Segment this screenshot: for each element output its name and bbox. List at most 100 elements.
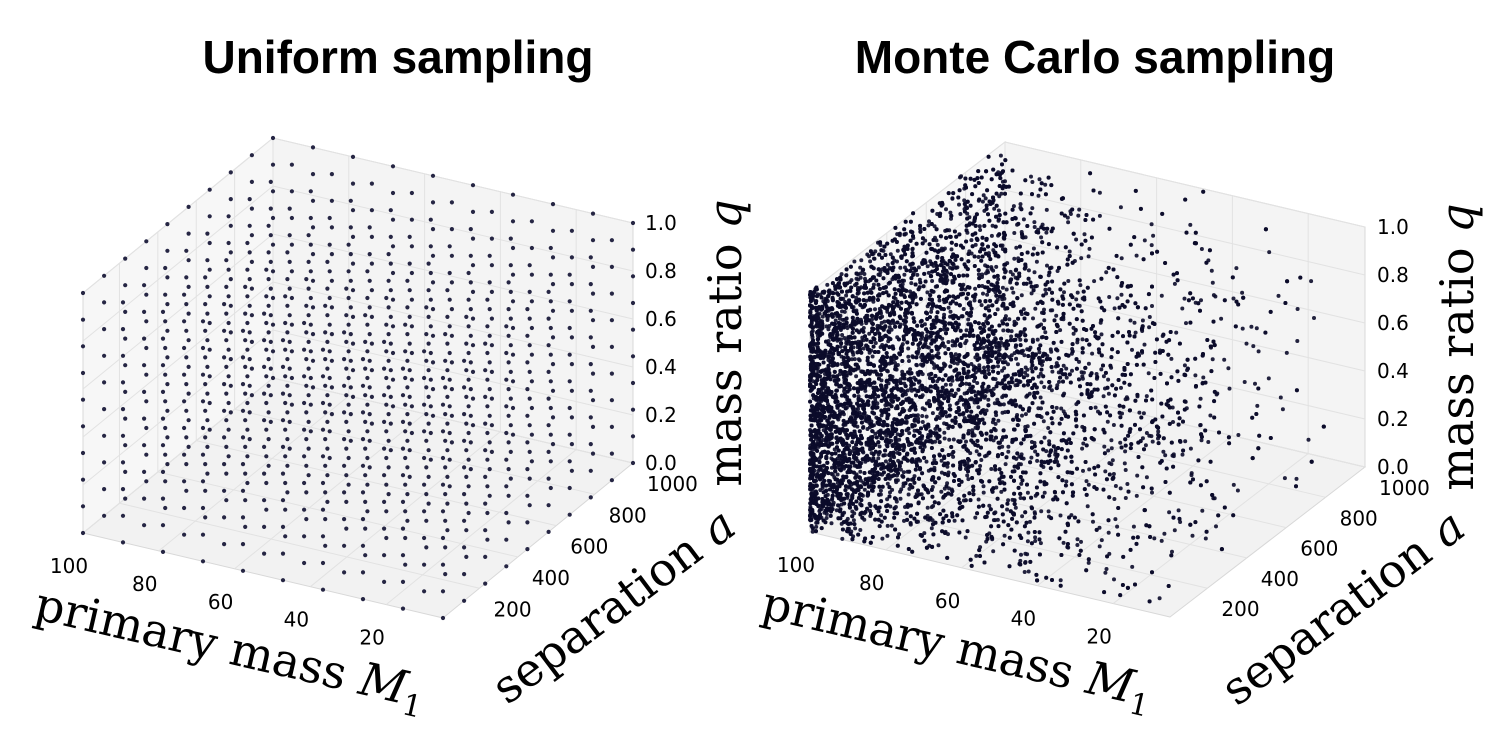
montecarlo-data-point: [859, 420, 864, 425]
uniform-data-point: [548, 245, 553, 251]
montecarlo-data-point: [958, 212, 963, 216]
montecarlo-data-point: [869, 419, 874, 424]
montecarlo-data-point: [1116, 506, 1121, 510]
uniform-data-point: [346, 375, 351, 381]
montecarlo-data-point: [1204, 529, 1209, 534]
montecarlo-data-point: [1280, 407, 1285, 412]
montecarlo-data-point: [916, 349, 921, 354]
montecarlo-data-point: [1055, 245, 1060, 250]
montecarlo-data-point: [1208, 344, 1213, 349]
uniform-data-point: [548, 299, 553, 304]
montecarlo-data-point: [927, 219, 931, 224]
montecarlo-data-point: [1222, 505, 1227, 510]
uniform-data-point: [289, 242, 294, 247]
uniform-data-point: [489, 316, 494, 321]
montecarlo-data-point: [948, 309, 953, 314]
montecarlo-data-point: [1135, 392, 1140, 397]
uniform-data-point: [329, 332, 334, 337]
montecarlo-data-point: [1097, 190, 1102, 195]
montecarlo-data-point: [984, 344, 989, 349]
uniform-data-point: [365, 482, 370, 487]
montecarlo-data-point: [1002, 275, 1007, 280]
uniform-data-point: [588, 362, 593, 367]
uniform-data-point: [306, 286, 311, 291]
montecarlo-data-point: [882, 244, 887, 249]
montecarlo-data-point: [1030, 180, 1035, 184]
montecarlo-data-point: [1212, 415, 1217, 420]
montecarlo-data-point: [1066, 220, 1071, 225]
montecarlo-data-point: [1222, 298, 1227, 303]
montecarlo-data-point: [882, 266, 887, 270]
montecarlo-data-point: [1211, 319, 1216, 324]
montecarlo-data-point: [871, 363, 876, 368]
montecarlo-data-point: [1063, 245, 1068, 250]
montecarlo-data-point: [944, 414, 949, 419]
montecarlo-data-point: [973, 184, 978, 189]
uniform-data-point: [548, 485, 553, 491]
uniform-data-point: [388, 421, 393, 426]
montecarlo-data-point: [1077, 303, 1082, 308]
uniform-data-point: [369, 314, 374, 319]
montecarlo-data-point: [929, 371, 934, 376]
montecarlo-data-point: [962, 202, 967, 206]
uniform-data-point: [550, 255, 556, 260]
montecarlo-data-point: [1035, 251, 1040, 256]
uniform-data-point: [487, 280, 492, 285]
uniform-data-point: [226, 374, 231, 379]
montecarlo-data-point: [1251, 344, 1256, 349]
montecarlo-data-point: [909, 447, 914, 452]
uniform-data-point: [567, 512, 572, 517]
montecarlo-data-point: [1045, 263, 1049, 268]
uniform-data-point: [428, 457, 433, 462]
montecarlo-data-point: [1182, 372, 1187, 377]
uniform-data-point: [350, 341, 356, 346]
montecarlo-data-point: [877, 252, 882, 257]
uniform-data-point: [367, 305, 372, 310]
montecarlo-data-point: [963, 176, 968, 181]
uniform-data-point: [350, 394, 356, 399]
montecarlo-data-point: [973, 286, 978, 291]
montecarlo-data-point: [909, 276, 914, 281]
uniform-data-point: [325, 473, 330, 478]
uniform-data-point: [365, 322, 370, 327]
montecarlo-data-point: [905, 437, 910, 441]
uniform-data-point: [270, 295, 276, 301]
montecarlo-data-point: [1198, 483, 1203, 488]
uniform-data-point: [405, 518, 410, 523]
uniform-data-point: [609, 318, 615, 323]
uniform-data-point: [525, 413, 530, 418]
montecarlo-data-point: [919, 318, 924, 323]
montecarlo-data-point: [1120, 281, 1125, 285]
montecarlo-data-point: [1190, 533, 1195, 538]
montecarlo-data-point: [1061, 540, 1066, 545]
montecarlo-data-point: [931, 238, 936, 242]
uniform-data-point: [445, 394, 450, 399]
montecarlo-data-point: [1058, 328, 1063, 333]
montecarlo-data-point: [980, 199, 985, 204]
montecarlo-data-point: [904, 419, 909, 424]
montecarlo-data-point: [1250, 456, 1255, 461]
montecarlo-data-point: [935, 310, 940, 315]
uniform-data-point: [550, 415, 556, 420]
montecarlo-data-point: [1152, 536, 1157, 541]
montecarlo-data-point: [1067, 249, 1072, 254]
uniform-data-point: [510, 379, 516, 384]
montecarlo-data-point: [1092, 279, 1097, 284]
montecarlo-data-point: [986, 253, 991, 258]
uniform-data-point: [506, 520, 511, 525]
uniform-data-point: [405, 305, 410, 310]
uniform-data-point: [609, 371, 615, 376]
montecarlo-data-point: [1231, 296, 1236, 301]
montecarlo-data-point: [1057, 265, 1061, 270]
montecarlo-data-point: [1041, 311, 1046, 315]
montecarlo-data-point: [1042, 307, 1046, 312]
montecarlo-data-point: [968, 303, 973, 308]
montecarlo-data-point: [986, 403, 991, 408]
montecarlo-data-point: [1021, 383, 1026, 388]
uniform-data-point: [588, 388, 593, 393]
montecarlo-data-point: [1020, 235, 1025, 240]
montecarlo-data-point: [943, 351, 948, 356]
montecarlo-data-point: [977, 363, 982, 368]
montecarlo-data-point: [1200, 508, 1205, 513]
uniform-data-point: [207, 374, 212, 379]
